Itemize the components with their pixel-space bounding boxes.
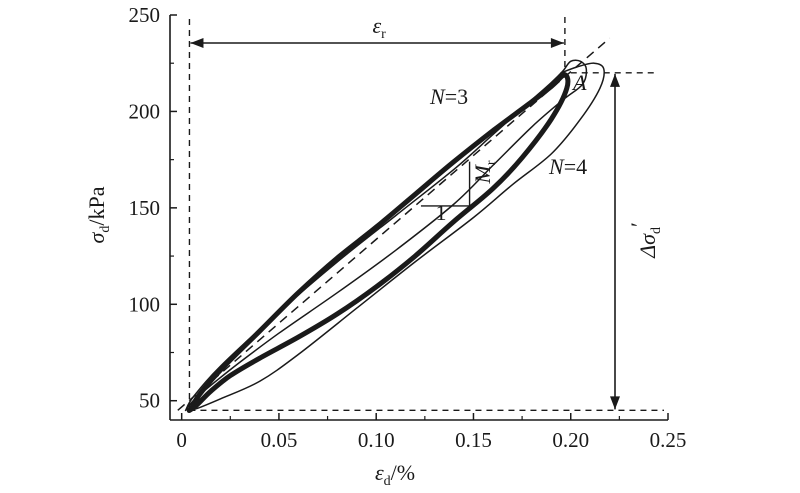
epsilon-r-arrow-head-end <box>550 38 564 48</box>
x-tick-label: 0.25 <box>650 428 687 452</box>
epsilon-r-label: εr <box>373 13 387 42</box>
delta-sigma-label: Δσd′ <box>626 222 664 259</box>
x-tick-label: 0 <box>176 428 187 452</box>
y-axis-label: σd/kPa <box>84 186 113 243</box>
annotations: εr Δσd′ 1 Mr N=3 N=4 A <box>190 13 664 410</box>
x-tick-label: 0.20 <box>552 428 589 452</box>
y-tick-label: 200 <box>129 99 161 123</box>
slope-one-label: 1 <box>436 200 447 225</box>
x-tick-label: 0.15 <box>455 428 492 452</box>
modulus-triangle <box>420 161 471 207</box>
y-tick-label: 100 <box>129 292 161 316</box>
n4-label: N=4 <box>548 154 587 179</box>
epsilon-r-arrow-head-start <box>190 38 204 48</box>
series-n3-line <box>184 59 588 412</box>
secant-dashed-line <box>177 37 611 411</box>
reference-lines <box>177 17 664 412</box>
series-n4-line <box>186 62 605 412</box>
modulus-label: Mr <box>470 160 499 184</box>
y-tick-label: 150 <box>129 196 161 220</box>
plot-curves <box>184 59 605 414</box>
y-tick-label: 50 <box>139 389 160 413</box>
x-axis-label: εd/% <box>375 460 415 489</box>
x-tick-label: 0.05 <box>261 428 298 452</box>
n3-label: N=3 <box>429 84 468 109</box>
delta-sigma-arrow-head-start <box>610 73 620 87</box>
point-a-label: A <box>571 70 587 95</box>
y-tick-label: 250 <box>129 3 161 27</box>
axes: 0 0.05 0.10 0.15 0.20 0.25 50 100 150 200 250 <box>129 3 687 452</box>
x-tick-label: 0.10 <box>358 428 395 452</box>
series-loop-2-line <box>186 72 571 414</box>
delta-sigma-arrow-head-end <box>610 396 620 410</box>
